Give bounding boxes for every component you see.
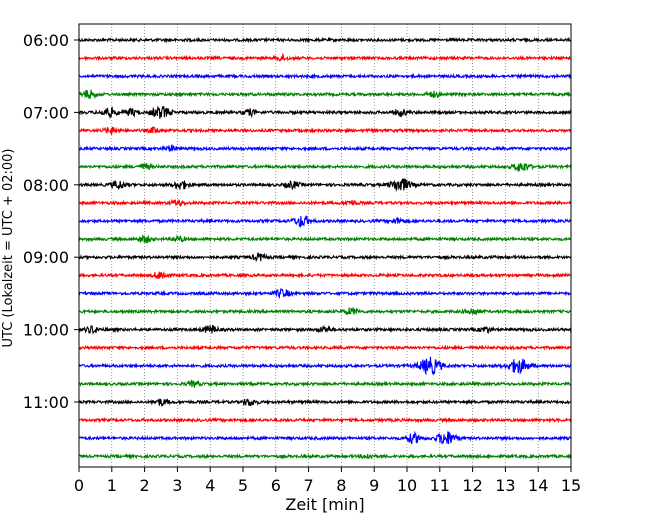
seismic-trace — [78, 52, 572, 62]
plot-frame — [78, 23, 572, 468]
seismic-trace — [78, 398, 572, 407]
seismic-trace — [78, 143, 572, 153]
seismic-trace — [78, 106, 572, 120]
x-tick-label: 9 — [369, 476, 379, 495]
x-tick-label: 2 — [140, 476, 150, 495]
y-axis-label: UTC (Lokalzeit = UTC + 02:00) — [1, 149, 16, 348]
x-axis-ticks: 0 1 2 3 4 5 6 7 8 9 10 11 12 13 14 15 — [74, 467, 581, 495]
seismic-trace — [78, 430, 572, 445]
seismic-trace — [78, 126, 572, 135]
seismic-trace — [78, 162, 572, 173]
x-tick-label: 3 — [172, 476, 182, 495]
y-tick-label: 11:00 — [23, 393, 69, 412]
x-tick-label: 6 — [271, 476, 281, 495]
seismic-trace — [78, 178, 572, 193]
x-tick-label: 15 — [561, 476, 581, 495]
seismic-trace — [78, 307, 572, 316]
grid-lines — [111, 24, 539, 467]
x-tick-label: 14 — [528, 476, 548, 495]
seismic-trace — [78, 344, 572, 352]
seismic-trace — [78, 72, 572, 80]
seismic-trace — [78, 36, 572, 44]
y-tick-label: 08:00 — [23, 176, 69, 195]
trace-lines — [78, 36, 572, 460]
seismic-trace — [78, 356, 572, 376]
x-tick-label: 1 — [107, 476, 117, 495]
y-axis-ticks: 06:00 07:00 08:00 09:00 10:00 11:00 — [23, 31, 79, 412]
seismic-trace — [78, 270, 572, 280]
y-tick-label: 10:00 — [23, 321, 69, 340]
x-tick-label: 13 — [495, 476, 515, 495]
seismic-trace — [78, 215, 572, 229]
seismic-trace — [78, 452, 572, 460]
seismic-trace — [78, 379, 572, 389]
x-tick-label: 12 — [462, 476, 482, 495]
x-axis-label: Zeit [min] — [285, 495, 364, 514]
seismic-trace — [78, 89, 572, 100]
x-tick-label: 7 — [304, 476, 314, 495]
x-tick-label: 4 — [205, 476, 215, 495]
seismic-trace — [78, 416, 572, 424]
seismic-trace — [78, 252, 572, 263]
x-tick-label: 10 — [397, 476, 417, 495]
y-tick-label: 09:00 — [23, 248, 69, 267]
x-tick-label: 11 — [430, 476, 450, 495]
seismic-trace — [78, 198, 572, 208]
seismic-trace — [78, 288, 572, 299]
y-tick-label: 07:00 — [23, 103, 69, 122]
seismic-trace — [78, 233, 572, 244]
x-tick-label: 8 — [336, 476, 346, 495]
x-tick-label: 5 — [238, 476, 248, 495]
y-tick-label: 06:00 — [23, 31, 69, 50]
seismic-trace — [78, 324, 572, 335]
x-tick-label: 0 — [74, 476, 84, 495]
